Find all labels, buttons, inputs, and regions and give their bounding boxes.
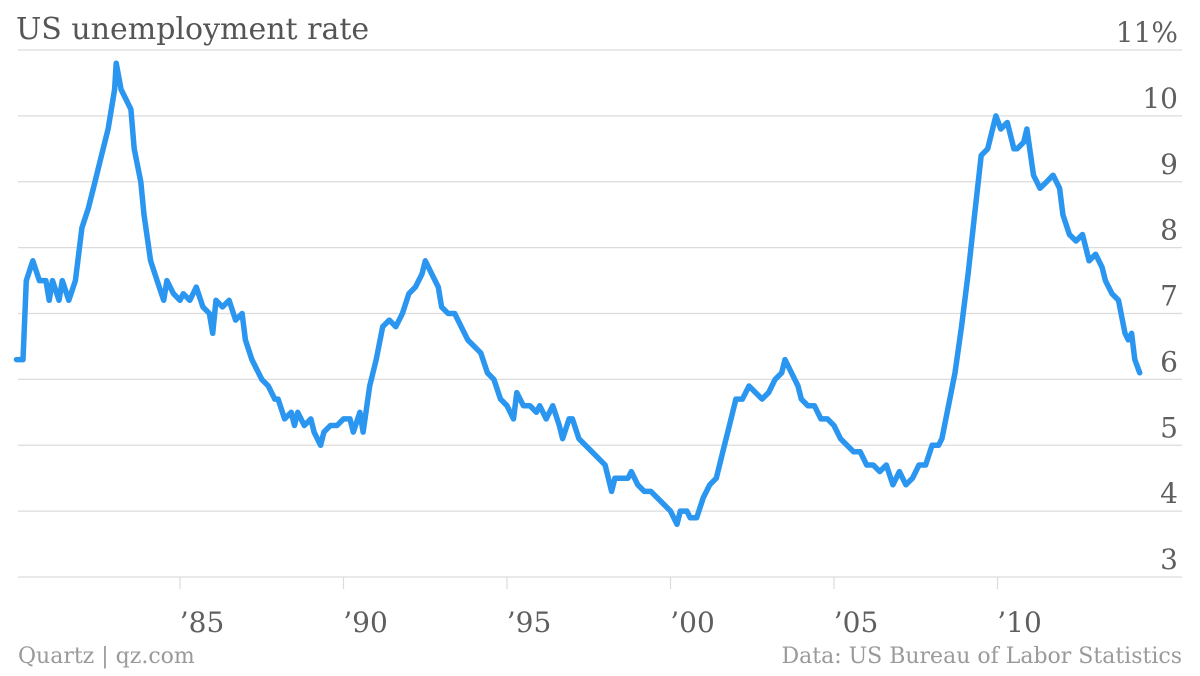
y-tick-label: 9	[1160, 148, 1178, 181]
y-tick-label: 6	[1160, 345, 1178, 378]
x-tick-label: ’95	[507, 606, 552, 639]
grid-layer	[18, 49, 1182, 578]
y-tick-label: 4	[1160, 477, 1178, 510]
y-tick-label: 7	[1160, 280, 1178, 313]
y-tick-label: 8	[1160, 214, 1178, 247]
x-tick-layer	[179, 577, 999, 589]
y-tick-label: 11%	[1116, 16, 1178, 49]
label-layer: 11% 10 9 8 7 6 5 4 3 ’85 ’90 ’95 ’00 ’05 ’10	[180, 16, 1178, 639]
x-tick-label: ’05	[834, 606, 879, 639]
series-line-unemployment	[13, 60, 1143, 528]
x-tick-label: ’90	[343, 606, 388, 639]
y-tick-label: 10	[1142, 82, 1178, 115]
chart-title: US unemployment rate	[16, 12, 370, 47]
x-tick-label: ’85	[180, 606, 225, 639]
footer-source: Data: US Bureau of Labor Statistics	[781, 644, 1182, 669]
x-tick-label: ’00	[670, 606, 715, 639]
y-tick-label: 5	[1160, 411, 1178, 444]
y-tick-label: 3	[1160, 543, 1178, 576]
x-tick-label: ’10	[997, 606, 1042, 639]
line-layer	[13, 60, 1143, 528]
footer-credit: Quartz | qz.com	[18, 644, 195, 669]
